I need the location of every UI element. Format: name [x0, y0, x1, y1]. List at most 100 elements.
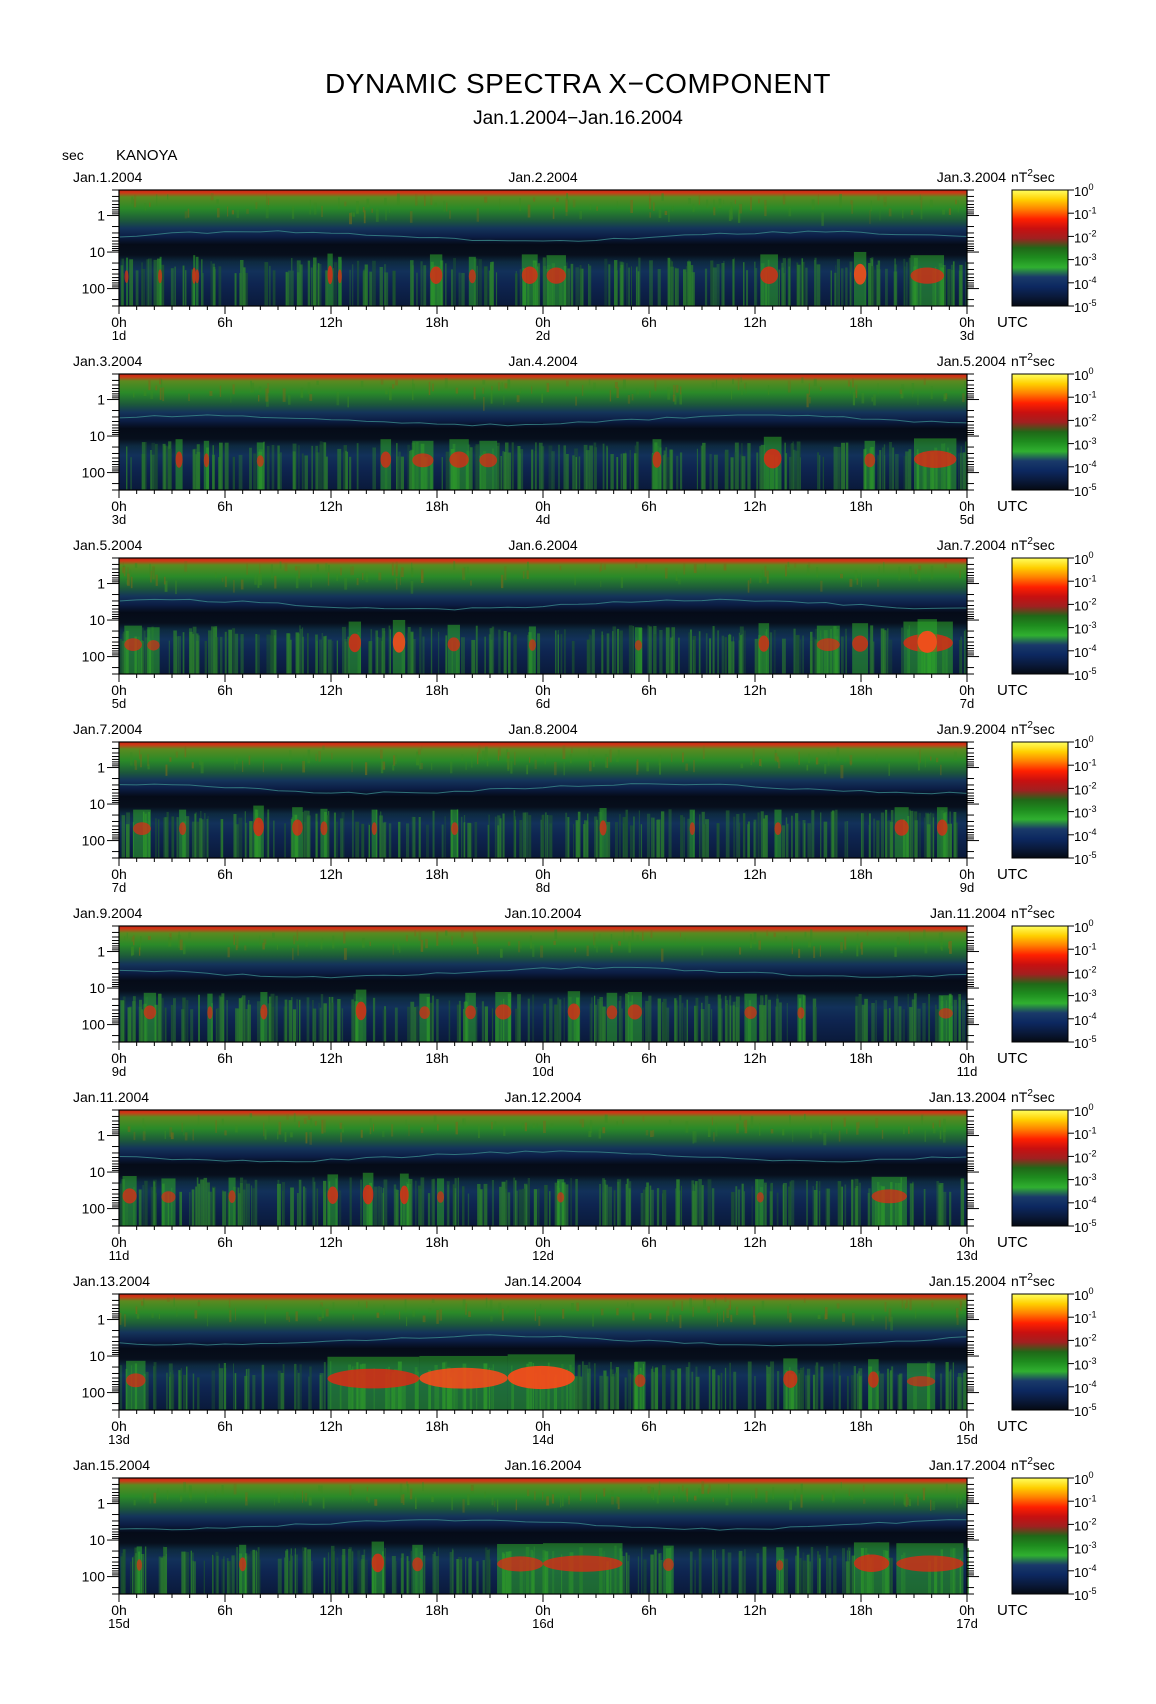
texture-noise — [445, 930, 448, 936]
texture-noise — [702, 745, 705, 759]
texture-streak — [714, 1549, 716, 1594]
texture-streak — [717, 630, 719, 674]
texture-noise — [236, 209, 240, 218]
texture-noise — [205, 1491, 207, 1504]
texture-noise — [803, 1298, 806, 1303]
texture-streak — [243, 1179, 247, 1226]
texture-noise — [600, 580, 602, 588]
texture-streak — [444, 816, 447, 858]
texture-streak — [127, 1007, 132, 1042]
colorbar-tick-label: 10-1 — [1074, 941, 1097, 958]
texture-noise — [124, 936, 126, 941]
event-red — [371, 822, 377, 836]
texture-streak — [670, 261, 674, 306]
texture-streak — [627, 1369, 631, 1410]
event-red — [143, 1005, 157, 1020]
texture-streak — [420, 261, 423, 306]
texture-noise — [569, 754, 572, 764]
texture-noise — [268, 1115, 270, 1124]
texture-streak — [223, 1556, 225, 1594]
texture-streak — [604, 258, 608, 306]
activity-event — [528, 626, 536, 674]
texture-streak — [195, 812, 197, 858]
texture-noise — [890, 1316, 893, 1331]
texture-streak — [227, 1561, 231, 1594]
texture-streak — [532, 994, 535, 1042]
texture-streak — [452, 1184, 455, 1226]
texture-streak — [234, 633, 239, 674]
texture-streak — [675, 1188, 678, 1226]
event-red — [543, 1555, 623, 1572]
texture-noise — [856, 1122, 859, 1135]
texture-streak — [297, 1372, 300, 1410]
texture-streak — [692, 639, 695, 674]
texture-noise — [134, 760, 138, 770]
texture-streak — [462, 1186, 465, 1226]
texture-streak — [269, 265, 271, 306]
texture-streak — [418, 817, 421, 858]
texture-streak — [730, 457, 734, 490]
texture-noise — [602, 1127, 606, 1134]
texture-noise — [293, 935, 296, 945]
texture-streak — [747, 443, 751, 490]
texture-streak — [185, 816, 190, 858]
texture-noise — [930, 756, 932, 761]
texture-streak — [441, 824, 444, 858]
texture-streak — [372, 260, 376, 306]
texture-noise — [883, 562, 885, 573]
texture-streak — [932, 817, 935, 858]
texture-streak — [135, 270, 139, 306]
texture-streak — [285, 271, 288, 306]
texture-streak — [323, 1003, 327, 1042]
event-green — [906, 1363, 936, 1410]
texture-noise — [336, 574, 339, 581]
texture-streak — [625, 1552, 628, 1594]
texture-streak — [400, 456, 404, 490]
texture-streak — [958, 453, 960, 490]
texture-streak — [189, 1192, 191, 1226]
texture-streak — [711, 1188, 715, 1226]
texture-noise — [526, 1489, 530, 1497]
texture-noise — [489, 1299, 493, 1311]
texture-streak — [379, 815, 383, 858]
texture-noise — [596, 206, 598, 211]
texture-noise — [740, 377, 743, 383]
texture-noise — [924, 756, 927, 768]
texture-streak — [216, 1008, 220, 1042]
texture-noise — [877, 193, 880, 201]
texture-streak — [319, 1007, 322, 1042]
day-mid-label: 12d — [532, 1248, 554, 1263]
texture-noise — [773, 932, 776, 937]
texture-streak — [575, 267, 579, 306]
texture-noise — [672, 395, 676, 402]
texture-noise — [711, 1117, 713, 1126]
texture-noise — [318, 1316, 322, 1322]
panel-mid-date: Jan.6.2004 — [508, 537, 577, 553]
texture-noise — [184, 1132, 188, 1141]
texture-noise — [931, 1302, 934, 1308]
texture-streak — [407, 444, 410, 490]
panel-start-date: Jan.11.2004 — [73, 1089, 149, 1105]
texture-streak — [738, 632, 740, 674]
texture-noise — [507, 751, 510, 759]
texture-streak — [515, 1180, 517, 1226]
texture-streak — [126, 446, 128, 490]
texture-streak — [814, 259, 816, 306]
texture-noise — [397, 942, 400, 951]
texture-streak — [797, 1551, 800, 1594]
x-axis-unit: UTC — [997, 498, 1028, 515]
texture-noise — [297, 944, 299, 956]
texture-streak — [270, 629, 275, 674]
texture-streak — [232, 1363, 234, 1410]
x-tick-label: 6h — [641, 1050, 657, 1066]
texture-streak — [959, 997, 961, 1042]
texture-streak — [901, 627, 903, 674]
event-red — [546, 267, 566, 284]
texture-streak — [256, 1001, 261, 1042]
texture-noise — [375, 208, 379, 222]
texture-streak — [643, 1559, 647, 1594]
texture-streak — [710, 260, 714, 306]
texture-streak — [242, 267, 246, 306]
event-red — [292, 819, 303, 836]
